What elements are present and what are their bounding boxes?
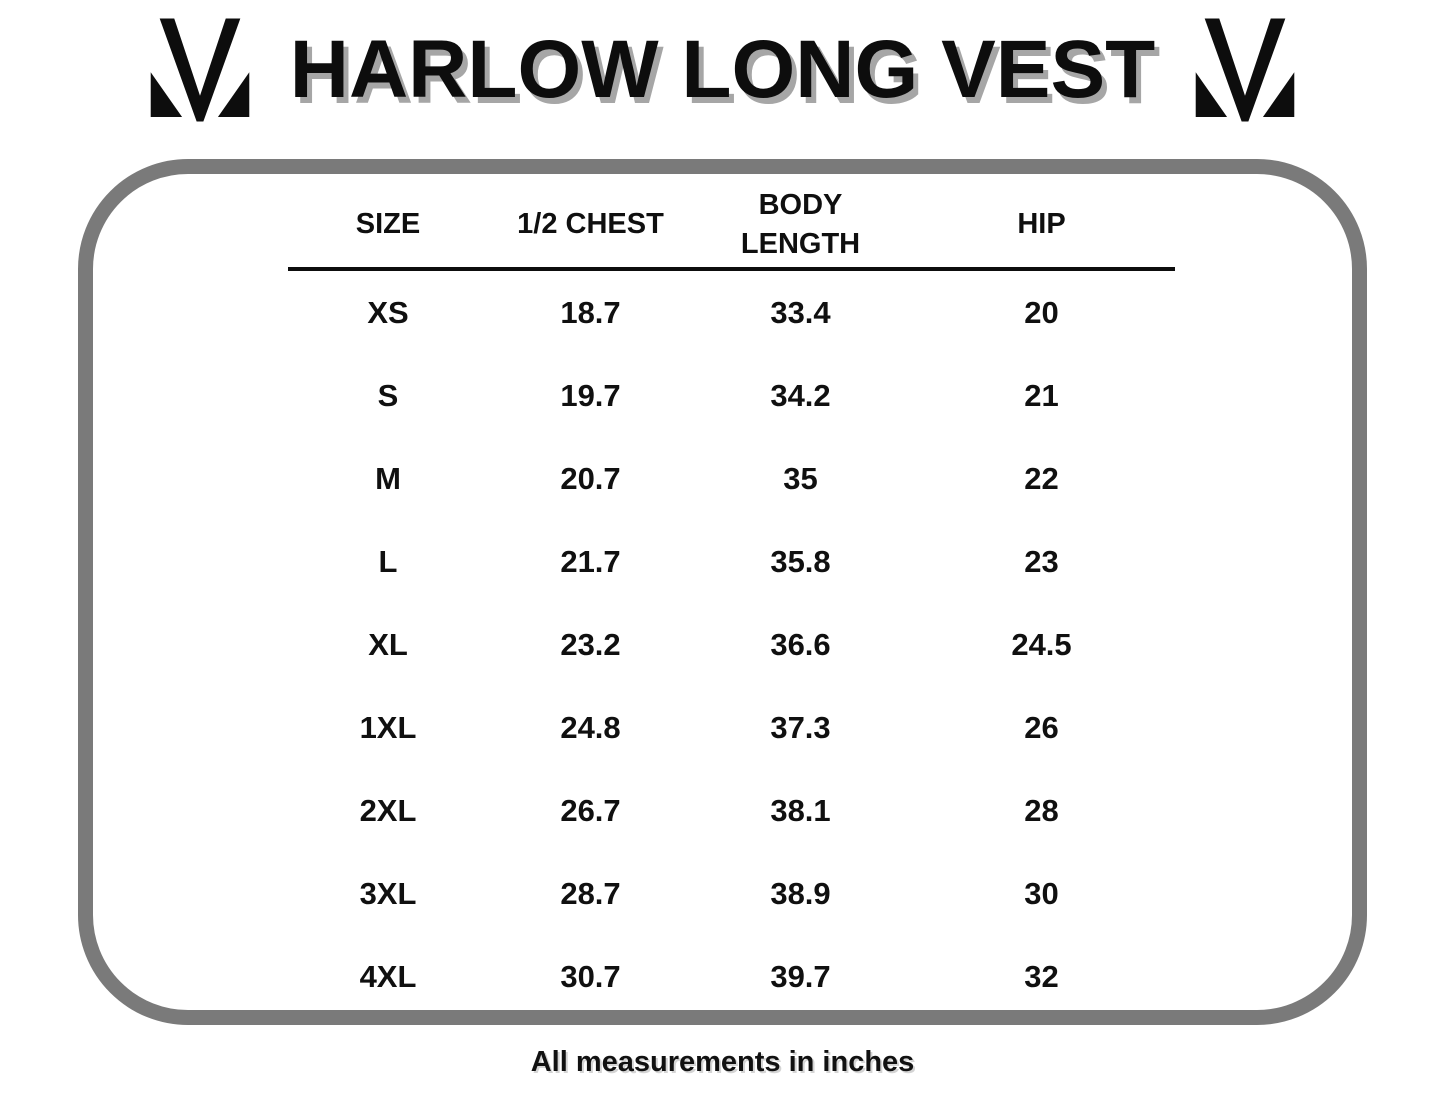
value-cell: 23.2 [560, 626, 621, 662]
value-cell: 30 [1024, 875, 1059, 911]
value-cell: 26 [1024, 709, 1059, 745]
value-cell: 19.7 [560, 377, 621, 413]
table-row: XL 23.2 36.6 24.5 [288, 603, 1175, 686]
value-cell: 21 [1024, 377, 1059, 413]
size-cell: 4XL [359, 958, 417, 994]
size-cell: XL [368, 626, 408, 662]
value-cell: 37.3 [770, 709, 831, 745]
size-cell: 3XL [359, 875, 417, 911]
header-body-length-label: BODY LENGTH [740, 188, 861, 260]
value-cell: 36.6 [770, 626, 831, 662]
header-size-label: SIZE [355, 208, 421, 241]
value-cell: 35 [783, 460, 818, 496]
value-cell: 35.8 [770, 543, 831, 579]
header-hip: HIP [908, 205, 1175, 244]
table-row: M 20.7 35 22 [288, 437, 1175, 520]
size-cell: M [375, 460, 401, 496]
table-row: 2XL 26.7 38.1 28 [288, 769, 1175, 852]
value-cell: 24.5 [1011, 626, 1072, 662]
table-row: S 19.7 34.2 21 [288, 354, 1175, 437]
value-cell: 32 [1024, 958, 1059, 994]
table-row: L 21.7 35.8 23 [288, 520, 1175, 603]
size-cell: XS [367, 294, 409, 330]
value-cell: 30.7 [560, 958, 621, 994]
size-cell: S [377, 377, 399, 413]
value-cell: 20 [1024, 294, 1059, 330]
rounded-border-panel [78, 159, 1367, 1025]
value-cell: 38.9 [770, 875, 831, 911]
value-cell: 28.7 [560, 875, 621, 911]
table-row: 1XL 24.8 37.3 26 [288, 686, 1175, 769]
value-cell: 38.1 [770, 792, 831, 828]
header-underline [288, 267, 1175, 271]
table-header-row: SIZE 1/2 CHEST BODY LENGTH HIP [288, 183, 1175, 267]
brand-m-logo-right [1189, 18, 1301, 122]
value-cell: 28 [1024, 792, 1059, 828]
value-cell: 21.7 [560, 543, 621, 579]
header-size: SIZE [288, 205, 488, 244]
table-row: 3XL 28.7 38.9 30 [288, 852, 1175, 935]
size-cell: 2XL [359, 792, 417, 828]
value-cell: 18.7 [560, 294, 621, 330]
table-row: XS 18.7 33.4 20 [288, 271, 1175, 354]
value-cell: 34.2 [770, 377, 831, 413]
size-table-body: XS 18.7 33.4 20 S 19.7 34.2 21 M 20.7 35 22 L 21.7 35.… [288, 267, 1175, 1018]
header-half-chest: 1/2 CHEST [488, 205, 693, 244]
size-table: SIZE 1/2 CHEST BODY LENGTH HIP XS 18.7 33.… [288, 183, 1175, 1018]
brand-m-logo-left [144, 18, 256, 122]
table-row: 4XL 30.7 39.7 32 [288, 935, 1175, 1018]
header-hip-label: HIP [1017, 208, 1066, 241]
value-cell: 20.7 [560, 460, 621, 496]
value-cell: 24.8 [560, 709, 621, 745]
value-cell: 26.7 [560, 792, 621, 828]
measurements-caption: All measurements in inches [530, 1046, 915, 1078]
value-cell: 22 [1024, 460, 1059, 496]
size-cell: L [378, 543, 398, 579]
value-cell: 33.4 [770, 294, 831, 330]
header: HARLOW LONG VEST [0, 18, 1445, 122]
header-half-chest-label: 1/2 CHEST [517, 208, 664, 241]
page-title: HARLOW LONG VEST [289, 24, 1156, 115]
value-cell: 23 [1024, 543, 1059, 579]
value-cell: 39.7 [770, 958, 831, 994]
header-body-length: BODY LENGTH [693, 186, 908, 264]
size-cell: 1XL [359, 709, 417, 745]
